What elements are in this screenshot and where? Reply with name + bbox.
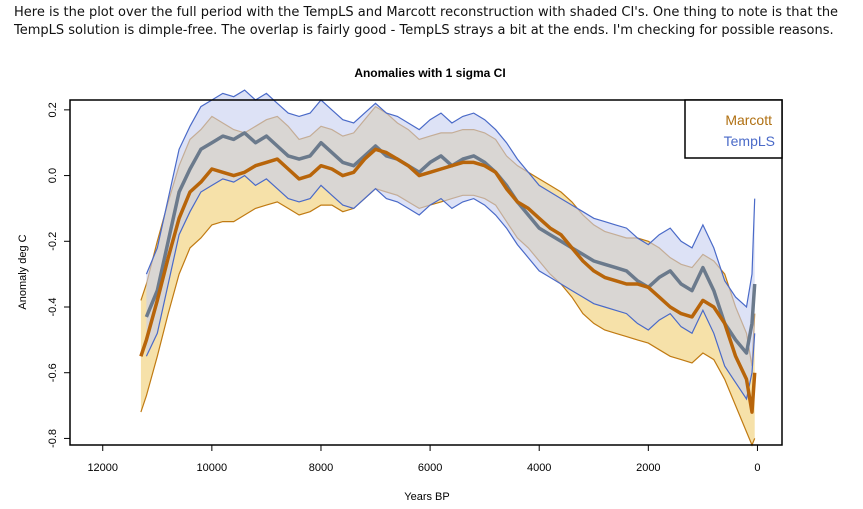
x-axis-label: Years BP [404, 491, 449, 503]
x-axis: 12000 10000 8000 6000 4000 2000 0 [87, 445, 761, 474]
legend-entry-marcott: Marcott [725, 112, 772, 128]
legend-box [684, 99, 783, 159]
ci-bands [140, 89, 756, 447]
x-tick-label: 4000 [527, 462, 551, 474]
y-tick-label: -0.6 [47, 363, 59, 382]
templs-ci-lower [145, 174, 756, 401]
y-tick-label: -0.8 [47, 429, 59, 448]
templs-ci-upper [145, 89, 756, 309]
x-tick-label: 10000 [197, 462, 228, 474]
x-tick-label: 12000 [87, 462, 118, 474]
y-axis: 0.2 0.0 -0.2 -0.4 -0.6 -0.8 [47, 102, 70, 448]
y-tick-label: -0.2 [47, 232, 59, 251]
x-tick-label: 8000 [309, 462, 333, 474]
x-tick-label: 0 [754, 462, 760, 474]
series-lines [139, 131, 757, 414]
y-axis-label: Anomaly deg C [17, 234, 29, 309]
y-tick-label: 0.2 [47, 102, 59, 117]
y-tick-label: 0.0 [47, 168, 59, 183]
intro-text: Here is the plot over the full period wi… [14, 5, 839, 38]
x-tick-label: 2000 [636, 462, 660, 474]
y-tick-label: -0.4 [47, 298, 59, 317]
legend: Marcott TempLS [684, 99, 783, 159]
templs-ci-band [146, 90, 755, 399]
plot-frame [69, 99, 783, 446]
marcott-line [139, 147, 757, 414]
x-tick-label: 6000 [418, 462, 442, 474]
legend-entry-templs: TempLS [724, 133, 775, 149]
chart-title: Anomalies with 1 sigma CI [354, 66, 505, 80]
